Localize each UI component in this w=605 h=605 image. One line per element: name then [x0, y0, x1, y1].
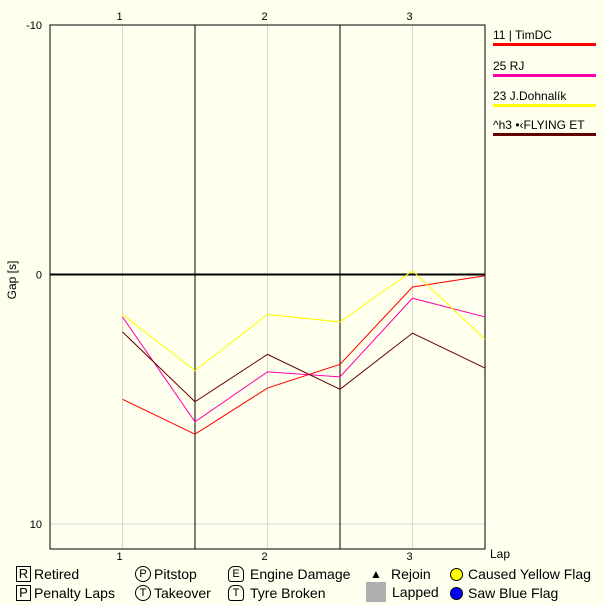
y-tick-label: -10: [26, 20, 42, 32]
penalty-icon: P: [16, 585, 31, 601]
legend-label: 11 | TimDC: [493, 28, 552, 42]
legend-text: Rejoin: [391, 566, 431, 582]
engine-legend: E Engine Damage: [228, 566, 350, 582]
legend-text: Tyre Broken: [250, 585, 326, 601]
takeover-icon: T: [135, 585, 151, 601]
x-tick-label: 3: [406, 551, 412, 563]
legend-label: 23 J.Dohnalík: [493, 89, 567, 103]
legend-swatch: [493, 74, 596, 77]
legend-text: Caused Yellow Flag: [468, 566, 591, 582]
lapped-legend: Lapped: [366, 582, 439, 602]
yellow-flag-legend: Caused Yellow Flag: [450, 566, 591, 582]
blue-flag-icon: [450, 586, 463, 600]
legend-text: Lapped: [392, 584, 439, 600]
series-line-3: [122, 331, 486, 403]
legend-text: Takeover: [154, 585, 211, 601]
lapped-icon: [366, 582, 386, 602]
y-axis-label: Gap [s]: [5, 261, 19, 300]
rejoin-legend: ▲ Rejoin: [368, 566, 431, 582]
blue-flag-legend: Saw Blue Flag: [450, 585, 558, 601]
y-tick-label: 0: [36, 270, 42, 282]
pitstop-legend: P Pitstop: [135, 566, 197, 582]
legend-text: Retired: [34, 566, 80, 582]
legend-text: Penalty Laps: [34, 585, 115, 601]
retired-legend: R Retired: [16, 566, 79, 582]
x-tick-label-top: 1: [116, 11, 122, 23]
legend-swatch: [493, 43, 596, 46]
legend-label: 25 RJ: [493, 59, 525, 73]
legend-label: ^h3 •‹FLYING ET: [493, 118, 585, 132]
y-tick-label: 10: [30, 519, 42, 531]
legend-item-0: 11 | TimDC: [493, 28, 596, 46]
x-tick-label-top: 3: [406, 11, 412, 23]
series-line-1: [122, 297, 486, 423]
x-tick-label: 1: [116, 551, 122, 563]
legend-text: Pitstop: [154, 566, 197, 582]
tyre-legend: T Tyre Broken: [228, 585, 325, 601]
x-axis-label: Lap: [490, 547, 510, 561]
retired-icon: R: [16, 566, 31, 582]
series-line-2: [122, 270, 486, 372]
legend-item-3: ^h3 •‹FLYING ET: [493, 118, 596, 136]
x-tick-label-top: 2: [261, 11, 267, 23]
legend-swatch: [493, 104, 596, 107]
pitstop-icon: P: [135, 566, 151, 582]
engine-damage-icon: E: [228, 566, 244, 582]
legend-text: Saw Blue Flag: [468, 585, 559, 601]
legend-text: Engine Damage: [250, 566, 351, 582]
series-line-0: [122, 275, 486, 435]
plot-border: [49, 24, 486, 550]
x-tick-label: 2: [261, 551, 267, 563]
penalty-legend: P Penalty Laps: [16, 585, 115, 601]
takeover-legend: T Takeover: [135, 585, 211, 601]
tyre-broken-icon: T: [228, 585, 244, 601]
yellow-flag-icon: [450, 567, 463, 581]
rejoin-icon: ▲: [370, 567, 382, 581]
legend-item-2: 23 J.Dohnalík: [493, 89, 596, 107]
legend-swatch: [493, 133, 596, 136]
legend-item-1: 25 RJ: [493, 59, 596, 77]
